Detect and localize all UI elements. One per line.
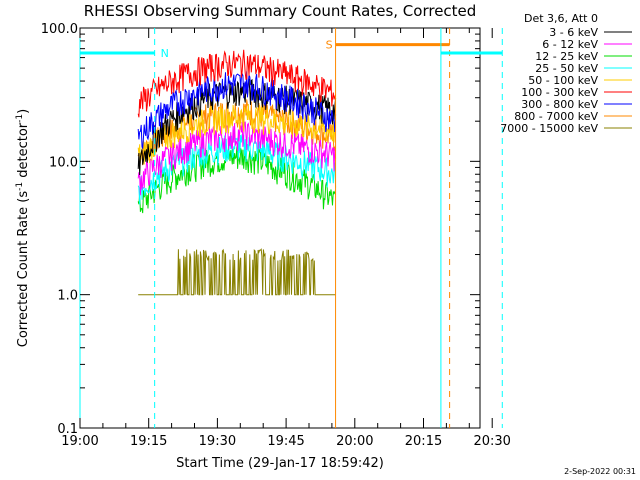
legend-label: 50 - 100 keV bbox=[528, 74, 598, 87]
chart-title: RHESSI Observing Summary Count Rates, Co… bbox=[84, 2, 477, 20]
axis-layer: 0.1 1.0 10.0 100.0 19:00 19:15 19:30 19:45 20:00… bbox=[41, 22, 511, 449]
series-line bbox=[137, 121, 337, 196]
series-line bbox=[137, 103, 337, 165]
series-line bbox=[137, 71, 337, 149]
y-axis-label: Corrected Count Rate (s-1 detector-1) bbox=[15, 109, 31, 347]
legend-label: 3 - 6 keV bbox=[549, 26, 598, 39]
series-line bbox=[138, 248, 336, 296]
x-tick-label: 19:45 bbox=[267, 434, 304, 449]
series-layer bbox=[137, 49, 337, 296]
legend-label: 6 - 12 keV bbox=[542, 38, 598, 51]
y-tick-label: 10.0 bbox=[49, 155, 78, 170]
legend-label: 800 - 7000 keV bbox=[514, 110, 598, 123]
y-axis-label-mid: detector bbox=[16, 122, 31, 182]
flag-layer: NS bbox=[79, 28, 503, 428]
y-axis-label-end: ) bbox=[16, 109, 31, 114]
series-line bbox=[137, 49, 337, 118]
x-tick-label: 19:30 bbox=[199, 434, 236, 449]
y-tick-label: 0.1 bbox=[57, 422, 78, 437]
x-tick-label: 19:00 bbox=[61, 434, 98, 449]
legend-label: 300 - 800 keV bbox=[521, 98, 598, 111]
legend-label: 7000 - 15000 keV bbox=[500, 122, 598, 135]
x-axis-label: Start Time (29-Jan-17 18:59:42) bbox=[176, 456, 384, 471]
x-tick-label: 20:30 bbox=[473, 434, 510, 449]
legend-header: Det 3,6, Att 0 bbox=[524, 12, 598, 25]
legend-label: 12 - 25 keV bbox=[535, 50, 598, 63]
flag-label: N bbox=[161, 47, 169, 60]
legend-label: 25 - 50 keV bbox=[535, 62, 598, 75]
y-tick-label: 1.0 bbox=[57, 289, 78, 304]
legend-label: 100 - 300 keV bbox=[521, 86, 598, 99]
flag-label: S bbox=[326, 39, 333, 52]
x-tick-label: 20:00 bbox=[336, 434, 373, 449]
y-axis-label-sup2: -1 bbox=[15, 114, 25, 123]
x-tick-label: 19:15 bbox=[130, 434, 167, 449]
x-tick-label: 20:15 bbox=[405, 434, 442, 449]
footer-date: 2-Sep-2022 00:31 bbox=[564, 467, 636, 476]
y-tick-label: 100.0 bbox=[41, 22, 78, 37]
y-axis-label-main: Corrected Count Rate (s bbox=[16, 191, 31, 348]
y-axis-label-sup1: -1 bbox=[15, 182, 25, 191]
